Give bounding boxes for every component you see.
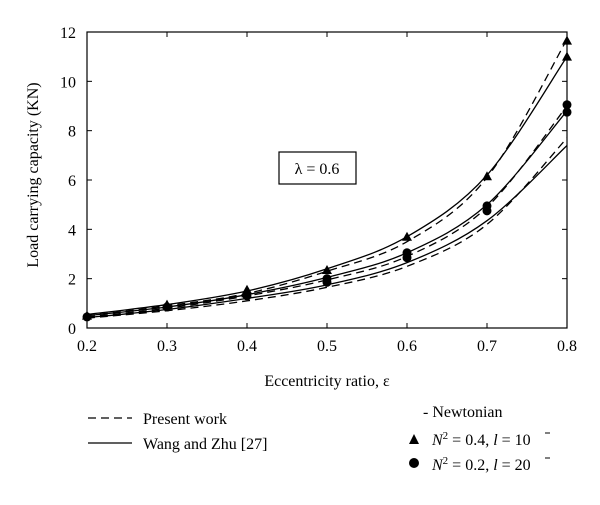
x-tick-label: 0.2 [77,338,97,355]
legend-dashed-label: Present work [143,411,227,428]
y-tick-label: 6 [68,173,76,190]
legend-circle-lbar: l [493,457,498,474]
legend-solid-label: Wang and Zhu [27] [143,436,267,453]
y-tick-label: 2 [68,272,76,289]
y-axis-label: Load carrying capacity (KN) [25,82,42,267]
x-tick-label: 0.3 [157,338,177,355]
legend-circle-label: N2 = 0.2, l = 20 [431,455,531,474]
legend-circle-marker [409,458,419,468]
legend: Present work Wang and Zhu [27] - Newtoni… [88,404,550,474]
y-tick-label: 0 [68,321,76,338]
legend-triangle-label: N2 = 0.4, l = 10 [431,430,531,449]
circle-marker [162,302,172,312]
y-tick-label: 12 [60,25,76,42]
x-tick-label: 0.4 [237,338,257,355]
circle-marker [322,274,332,284]
legend-triangle-sup: 2 [443,430,449,442]
markers-group [82,35,572,322]
legend-circle-sup: 2 [443,455,449,467]
x-axis-label: Eccentricity ratio, ε [264,373,390,390]
circle-marker [562,100,572,110]
x-tick-label: 0.8 [557,338,577,355]
axes-group: 0.2 0.3 0.4 0.5 0.6 0.7 0.8 0 2 4 6 8 10 12 [60,25,577,355]
y-tick-label: 4 [68,222,76,239]
x-tick-label: 0.7 [477,338,497,355]
y-tick-label: 10 [60,74,76,91]
triangle-marker [562,51,572,61]
annotation-box: λ = 0.6 [278,151,357,185]
circle-marker [82,312,92,322]
x-tick-label: 0.5 [317,338,337,355]
legend-circle-var: N [431,457,444,474]
circle-marker [242,291,252,301]
legend-triangle-marker [409,434,419,444]
legend-newtonian-label: - Newtonian [423,404,503,421]
circle-marker [402,248,412,258]
legend-triangle-var: N [431,432,444,449]
legend-triangle-lbar: l [493,432,498,449]
legend-circle-suffix: = 20 [498,457,531,474]
annotation-label: λ = 0.6 [295,161,340,178]
y-tick-label: 8 [68,124,76,141]
legend-triangle-mid: = 0.4, [448,432,493,449]
circle-marker [562,107,572,117]
triangle-marker [402,231,412,241]
triangle-marker [482,171,492,181]
triangle-marker [562,35,572,45]
circle-marker [482,201,492,211]
x-tick-label: 0.6 [397,338,417,355]
legend-triangle-suffix: = 10 [498,432,531,449]
triangle-marker [322,265,332,275]
triangle-marker [242,284,252,294]
legend-circle-mid: = 0.2, [448,457,493,474]
